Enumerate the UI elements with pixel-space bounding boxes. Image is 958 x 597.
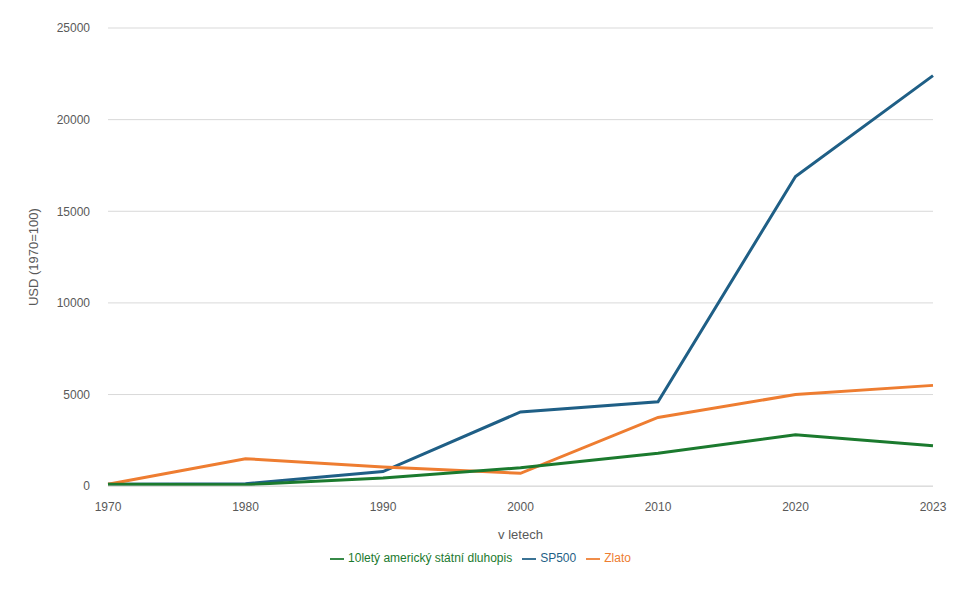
svg-text:1990: 1990 bbox=[370, 500, 397, 514]
svg-text:2020: 2020 bbox=[782, 500, 809, 514]
svg-text:5000: 5000 bbox=[63, 388, 90, 402]
svg-text:USD (1970=100): USD (1970=100) bbox=[26, 208, 41, 306]
svg-text:0: 0 bbox=[83, 479, 90, 493]
svg-text:2000: 2000 bbox=[507, 500, 534, 514]
svg-text:15000: 15000 bbox=[57, 205, 91, 219]
svg-text:2010: 2010 bbox=[645, 500, 672, 514]
svg-text:10000: 10000 bbox=[57, 296, 91, 310]
svg-text:1970: 1970 bbox=[95, 500, 122, 514]
svg-text:v letech: v letech bbox=[498, 527, 543, 542]
html-text:SP500: SP500 bbox=[540, 551, 577, 566]
html-text:10letý americký státní dluhopi: 10letý americký státní dluhopis bbox=[348, 551, 513, 566]
html-text:Zlato: Zlato bbox=[604, 551, 631, 566]
svg-text:2023: 2023 bbox=[920, 500, 947, 514]
svg-text:25000: 25000 bbox=[57, 21, 91, 35]
svg-text:20000: 20000 bbox=[57, 113, 91, 127]
svg-text:1980: 1980 bbox=[232, 500, 259, 514]
